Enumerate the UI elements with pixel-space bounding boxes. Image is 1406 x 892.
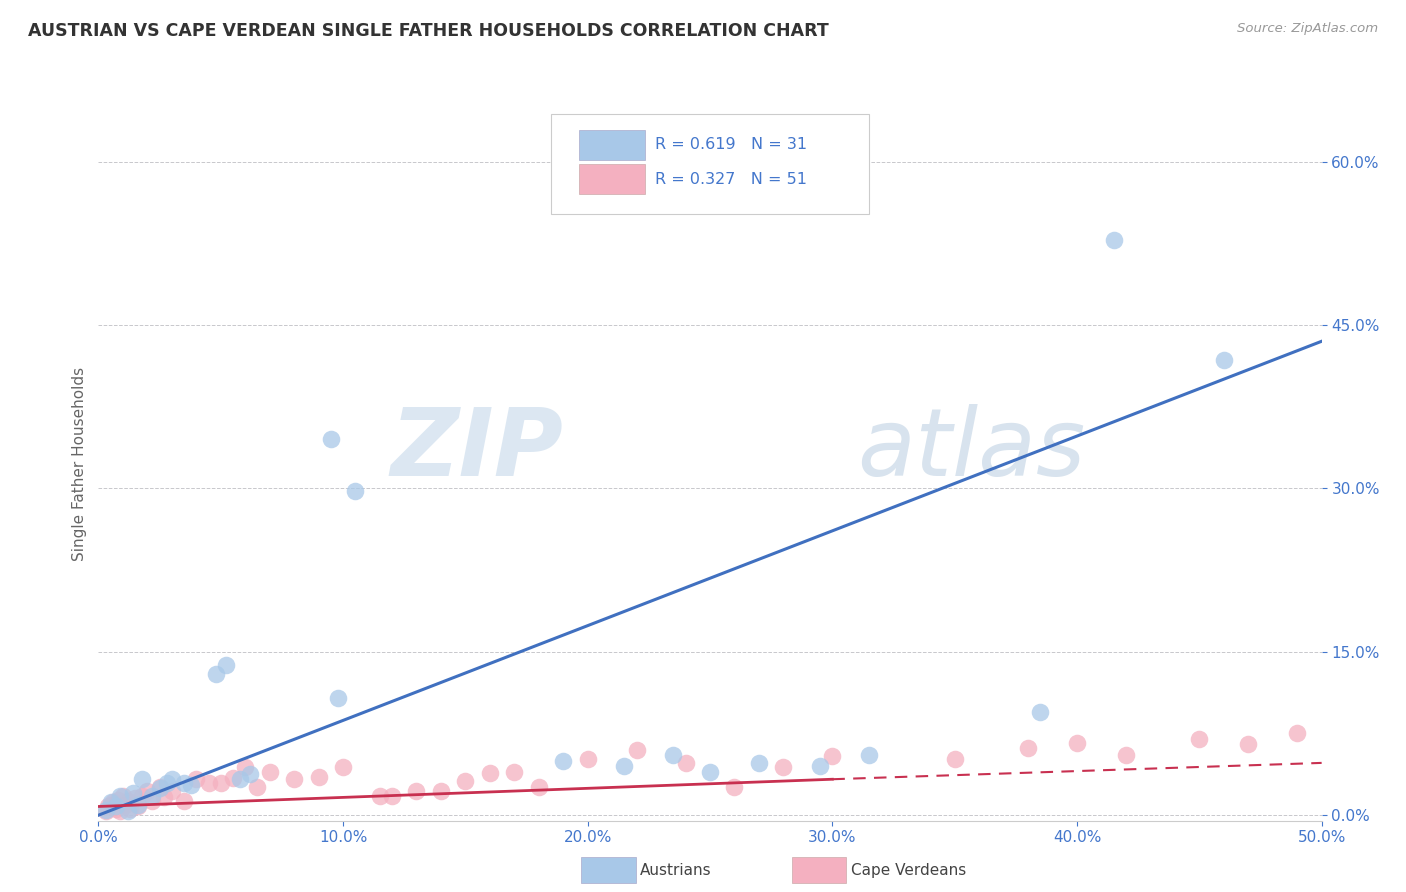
Point: [259, 764, 281, 779]
Point: [117, 794, 139, 808]
Point: [1017, 740, 1039, 755]
Point: [319, 433, 342, 447]
FancyBboxPatch shape: [579, 164, 645, 194]
Text: AUSTRIAN VS CAPE VERDEAN SINGLE FATHER HOUSEHOLDS CORRELATION CHART: AUSTRIAN VS CAPE VERDEAN SINGLE FATHER H…: [28, 22, 830, 40]
Point: [94, 804, 117, 818]
Point: [136, 784, 159, 798]
Text: Source: ZipAtlas.com: Source: ZipAtlas.com: [1237, 22, 1378, 36]
Point: [675, 756, 697, 770]
Point: [197, 775, 219, 789]
Point: [127, 799, 149, 814]
Point: [110, 789, 132, 803]
Text: R = 0.327   N = 51: R = 0.327 N = 51: [655, 171, 807, 186]
Point: [239, 766, 262, 780]
Point: [233, 760, 256, 774]
Point: [381, 789, 404, 803]
Point: [229, 772, 252, 787]
Point: [94, 803, 117, 817]
Point: [100, 795, 122, 809]
Point: [104, 799, 127, 814]
Point: [114, 798, 136, 813]
Point: [576, 751, 599, 765]
Point: [553, 754, 575, 768]
Point: [186, 772, 208, 787]
Point: [405, 784, 427, 798]
Point: [120, 802, 142, 816]
Point: [503, 764, 526, 779]
Point: [111, 789, 134, 803]
Point: [613, 759, 636, 773]
Point: [748, 756, 770, 770]
Point: [368, 789, 391, 803]
Text: Austrians: Austrians: [640, 863, 711, 878]
Point: [527, 780, 550, 794]
Point: [1066, 736, 1088, 750]
Point: [101, 795, 124, 809]
Point: [808, 759, 831, 773]
FancyBboxPatch shape: [551, 114, 869, 214]
Text: atlas: atlas: [856, 404, 1085, 495]
Text: ZIP: ZIP: [391, 403, 564, 496]
Point: [107, 793, 129, 807]
Point: [430, 784, 453, 798]
Point: [173, 775, 195, 789]
Point: [1237, 738, 1260, 752]
Y-axis label: Single Father Households: Single Father Households: [72, 367, 87, 561]
Point: [149, 780, 172, 794]
Point: [160, 784, 183, 798]
Text: Cape Verdeans: Cape Verdeans: [851, 863, 966, 878]
Point: [478, 765, 501, 780]
Point: [1102, 233, 1125, 247]
Point: [214, 657, 236, 672]
Point: [772, 760, 794, 774]
FancyBboxPatch shape: [579, 130, 645, 160]
Point: [332, 760, 354, 774]
Point: [821, 749, 844, 764]
Point: [246, 780, 269, 794]
Point: [173, 794, 195, 808]
Point: [156, 775, 179, 789]
Point: [100, 798, 122, 813]
Point: [308, 770, 330, 784]
Point: [283, 772, 305, 787]
Point: [1029, 705, 1052, 719]
Point: [723, 780, 745, 794]
Point: [131, 772, 153, 787]
Point: [209, 775, 232, 789]
Point: [117, 804, 139, 818]
Point: [328, 690, 350, 705]
Point: [858, 748, 880, 763]
Point: [1212, 352, 1234, 367]
Point: [344, 483, 367, 498]
Point: [149, 780, 172, 795]
Text: R = 0.619   N = 31: R = 0.619 N = 31: [655, 137, 807, 153]
Point: [124, 790, 146, 805]
Point: [153, 789, 176, 804]
Point: [141, 794, 163, 808]
Point: [121, 786, 143, 800]
Point: [205, 666, 228, 681]
Point: [127, 798, 149, 813]
Point: [662, 748, 685, 763]
Point: [699, 764, 721, 779]
Point: [1115, 748, 1137, 763]
Point: [626, 743, 648, 757]
Point: [97, 799, 120, 814]
Point: [1188, 731, 1211, 746]
Point: [943, 751, 966, 765]
Point: [141, 789, 163, 803]
Point: [160, 772, 183, 787]
Point: [104, 802, 127, 816]
Point: [1286, 726, 1309, 740]
Point: [454, 774, 477, 789]
Point: [131, 789, 153, 803]
Point: [180, 778, 202, 792]
Point: [222, 771, 245, 785]
Point: [110, 804, 132, 818]
